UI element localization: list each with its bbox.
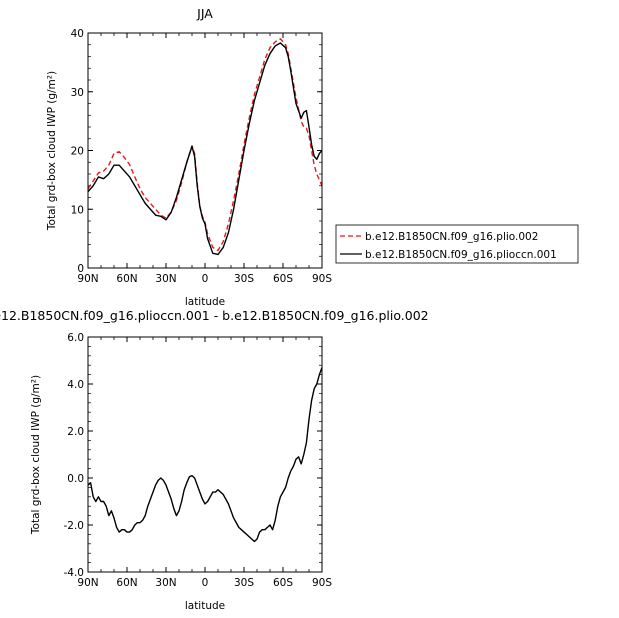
bottom-plot-frame: [87, 336, 323, 573]
top-series-line-0: [87, 38, 323, 252]
top-chart-title: JJA: [196, 6, 213, 21]
top-x-tick-label: 90N: [77, 273, 98, 285]
top-plot-frame: [87, 32, 323, 269]
top-y-tick-label: 10: [71, 204, 84, 216]
legend-box: [335, 224, 579, 264]
bottom-x-tick-label: 30N: [155, 577, 176, 589]
legend-label-plioccn: b.e12.B1850CN.f09_g16.plioccn.001: [365, 249, 557, 261]
bottom-series-line-0: [87, 367, 323, 543]
top-y-tick-label: 30: [71, 87, 84, 99]
bottom-y-tick-label: 6.0: [67, 332, 84, 344]
top-y-axis-label: Total grd-box cloud IWP (g/m²): [46, 71, 58, 231]
bottom-x-tick-label: 90N: [77, 577, 98, 589]
bottom-chart-title: b.e12.B1850CN.f09_g16.plioccn.001 - b.e1…: [0, 308, 429, 323]
bottom-x-tick-label: 90S: [312, 577, 332, 589]
bottom-x-tick-label: 60N: [116, 577, 137, 589]
bottom-x-tick-label: 0: [202, 577, 209, 589]
bottom-chart: b.e12.B1850CN.f09_g16.plioccn.001 - b.e1…: [0, 308, 429, 612]
bottom-y-tick-label: 4.0: [67, 379, 84, 391]
top-x-tick-label: 30N: [155, 273, 176, 285]
bottom-x-tick-label: 60S: [273, 577, 293, 589]
top-y-tick-label: 0: [77, 263, 84, 275]
top-x-tick-label: 0: [202, 273, 209, 285]
top-y-tick-label: 20: [71, 146, 84, 158]
legend-label-plio: b.e12.B1850CN.f09_g16.plio.002: [365, 231, 538, 243]
top-y-tick-label: 40: [71, 28, 84, 40]
top-x-tick-label: 30S: [234, 273, 254, 285]
bottom-x-axis-label: latitude: [185, 600, 225, 612]
top-x-tick-label: 90S: [312, 273, 332, 285]
bottom-y-tick-label: -2.0: [64, 520, 85, 532]
top-x-tick-label: 60N: [116, 273, 137, 285]
bottom-y-tick-label: 0.0: [67, 473, 84, 485]
top-series-line-1: [87, 42, 323, 256]
top-chart: JJA 90N 60N 30N 0 30S 60S 90S 0 10 20 30 40 latitud…: [46, 6, 579, 308]
bottom-y-axis-label: Total grd-box cloud IWP (g/m²): [30, 375, 42, 535]
legend: b.e12.B1850CN.f09_g16.plio.002 b.e12.B18…: [335, 224, 579, 264]
bottom-y-tick-label: 2.0: [67, 426, 84, 438]
bottom-x-tick-label: 30S: [234, 577, 254, 589]
top-x-tick-label: 60S: [273, 273, 293, 285]
top-x-axis-label: latitude: [185, 296, 225, 308]
bottom-y-tick-label: -4.0: [64, 567, 85, 579]
